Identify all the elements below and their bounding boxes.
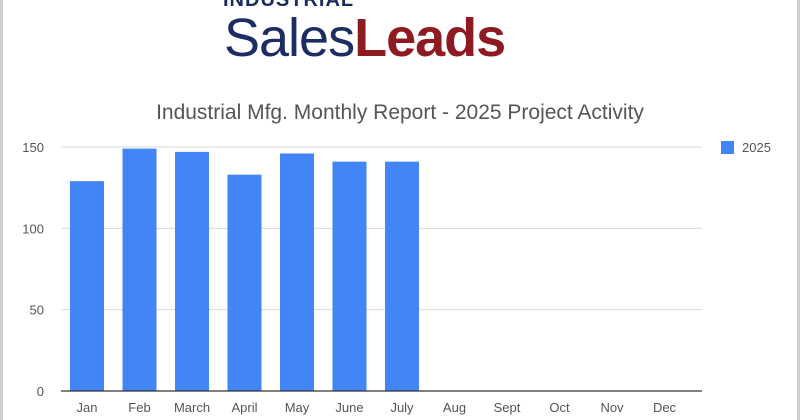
- bar-april: [227, 174, 262, 391]
- y-tick-label-100: 100: [22, 221, 44, 236]
- x-tick-label-sept: Sept: [494, 400, 521, 415]
- x-tick-label-oct: Oct: [549, 400, 570, 415]
- bar-may: [280, 153, 314, 391]
- chart-title: Industrial Mfg. Monthly Report - 2025 Pr…: [156, 101, 644, 124]
- logo-word-leads: Leads: [354, 8, 506, 68]
- x-tick-label-may: May: [285, 400, 310, 415]
- y-tick-label-50: 50: [30, 303, 44, 318]
- x-tick-label-dec: Dec: [653, 400, 677, 415]
- logo-word-sales: Sales: [224, 8, 355, 68]
- x-tick-label-aug: Aug: [443, 400, 466, 415]
- x-tick-label-feb: Feb: [128, 400, 150, 415]
- x-tick-label-april: April: [231, 400, 257, 415]
- x-tick-label-june: June: [335, 400, 363, 415]
- y-tick-label-0: 0: [37, 384, 44, 399]
- bar-june: [332, 161, 367, 391]
- x-tick-label-jan: Jan: [77, 400, 98, 415]
- y-tick-label-150: 150: [22, 140, 44, 155]
- bar-march: [175, 151, 209, 391]
- legend-swatch-2025: [721, 141, 734, 154]
- legend-label-2025: 2025: [742, 140, 771, 155]
- x-tick-label-july: July: [390, 400, 414, 415]
- x-tick-label-march: March: [174, 400, 210, 415]
- industrial-sales-leads-logo: INDUSTRIAL SalesLeads: [0, 0, 800, 80]
- x-tick-label-nov: Nov: [600, 400, 624, 415]
- bar-july: [385, 161, 419, 391]
- logo-wordmark: SalesLeads: [224, 8, 506, 68]
- bar-jan: [70, 181, 104, 391]
- bar-feb: [122, 148, 157, 391]
- logo-top-text: INDUSTRIAL: [223, 0, 355, 11]
